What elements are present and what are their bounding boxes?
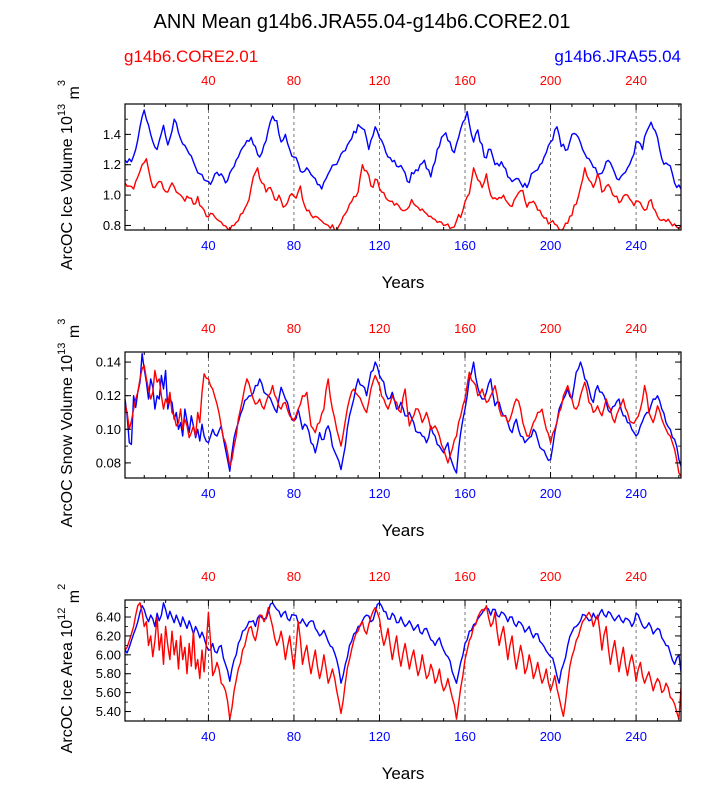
y-tick-label: 0.8 — [103, 218, 121, 233]
x-tick-label-top: 240 — [625, 569, 647, 584]
x-tick-label-bottom: 40 — [201, 238, 215, 253]
y-tick-label: 1.2 — [103, 157, 121, 172]
x-tick-label-bottom: 40 — [201, 486, 215, 501]
x-tick-label-top: 120 — [369, 321, 391, 336]
x-tick-label-top: 160 — [454, 73, 476, 88]
series-line-jra — [125, 353, 681, 474]
series-line-jra — [125, 109, 681, 190]
y-axis-label: ArcOC Snow Volume 1013 m3 — [56, 319, 83, 528]
x-tick-label-top: 40 — [201, 321, 215, 336]
x-tick-label-bottom: 200 — [540, 729, 562, 744]
x-tick-label-bottom: 80 — [287, 486, 301, 501]
x-tick-label-top: 200 — [540, 321, 562, 336]
legend-jra: g14b6.JRA55.04 — [554, 47, 681, 66]
x-tick-label-top: 120 — [369, 73, 391, 88]
plot-frame — [124, 351, 682, 479]
x-axis-label: Years — [382, 764, 425, 783]
series-line-jra — [125, 602, 681, 684]
x-tick-label-top: 40 — [201, 73, 215, 88]
x-axis-label: Years — [382, 273, 425, 292]
x-tick-label-top: 80 — [287, 569, 301, 584]
x-tick-label-bottom: 120 — [369, 486, 391, 501]
x-tick-label-bottom: 120 — [369, 238, 391, 253]
x-tick-label-top: 120 — [369, 569, 391, 584]
x-tick-label-bottom: 240 — [625, 486, 647, 501]
x-tick-label-bottom: 80 — [287, 238, 301, 253]
plot-frame — [124, 599, 682, 722]
panel-3: 40 40 80 80 120 120 160 160 200 200 240 240 5.40 5.60… — [56, 569, 682, 783]
x-tick-label-top: 80 — [287, 321, 301, 336]
y-tick-label: 0.14 — [96, 355, 121, 370]
y-tick-label: 0.12 — [96, 388, 121, 403]
panels: 40 40 80 80 120 120 160 160 200 200 240 240 0.8 1.0 1.… — [56, 73, 682, 783]
x-tick-label-top: 160 — [454, 569, 476, 584]
figure-title: ANN Mean g14b6.JRA55.04-g14b6.CORE2.01 — [154, 11, 571, 33]
x-tick-label-top: 240 — [625, 321, 647, 336]
y-tick-label: 0.10 — [96, 422, 121, 437]
x-tick-label-bottom: 40 — [201, 729, 215, 744]
y-tick-label: 5.40 — [96, 704, 121, 719]
y-axis-label: ArcOC Ice Area 1012 m2 — [56, 584, 83, 754]
x-axis-label: Years — [382, 521, 425, 540]
series-line-core — [125, 602, 681, 720]
x-tick-label-bottom: 160 — [454, 238, 476, 253]
x-tick-label-top: 200 — [540, 73, 562, 88]
x-tick-label-top: 200 — [540, 569, 562, 584]
x-tick-label-bottom: 160 — [454, 729, 476, 744]
x-tick-label-top: 80 — [287, 73, 301, 88]
y-axis-label: ArcOC Ice Volume 1013 m3 — [56, 80, 83, 270]
y-tick-label: 5.80 — [96, 666, 121, 681]
plot-frame — [124, 103, 682, 231]
x-tick-label-bottom: 200 — [540, 238, 562, 253]
x-tick-label-top: 40 — [201, 569, 215, 584]
x-tick-label-bottom: 160 — [454, 486, 476, 501]
y-tick-label: 6.00 — [96, 647, 121, 662]
y-tick-label: 5.60 — [96, 685, 121, 700]
legend-core: g14b6.CORE2.01 — [124, 47, 258, 66]
y-tick-label: 0.08 — [96, 455, 121, 470]
x-tick-label-bottom: 80 — [287, 729, 301, 744]
series-line-core — [125, 364, 681, 477]
panel-1: 40 40 80 80 120 120 160 160 200 200 240 240 0.8 1.0 1.… — [56, 73, 682, 292]
y-tick-label: 6.20 — [96, 628, 121, 643]
x-tick-label-bottom: 240 — [625, 238, 647, 253]
y-tick-label: 1.4 — [103, 127, 121, 142]
x-tick-label-top: 160 — [454, 321, 476, 336]
series-line-core — [125, 158, 681, 230]
y-tick-label: 1.0 — [103, 188, 121, 203]
x-tick-label-bottom: 240 — [625, 729, 647, 744]
x-tick-label-bottom: 200 — [540, 486, 562, 501]
x-tick-label-top: 240 — [625, 73, 647, 88]
x-tick-label-bottom: 120 — [369, 729, 391, 744]
y-tick-label: 6.40 — [96, 610, 121, 625]
panel-2: 40 40 80 80 120 120 160 160 200 200 240 240 0.08 0.10… — [56, 319, 682, 540]
